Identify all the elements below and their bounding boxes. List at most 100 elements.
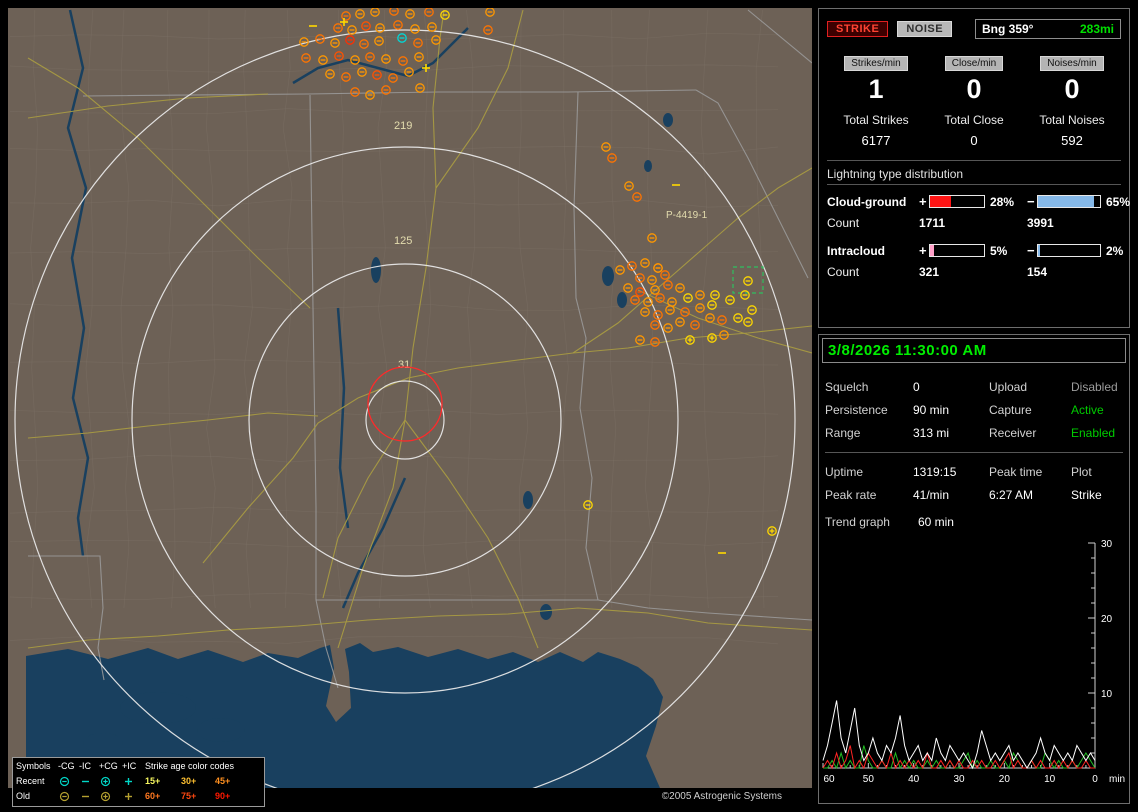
strike-symbol — [381, 54, 391, 64]
noise-toggle-button[interactable]: NOISE — [897, 21, 953, 37]
strike-symbol — [404, 67, 414, 77]
range-value: 313 mi — [913, 426, 950, 440]
strike-symbol — [660, 270, 670, 280]
total-close-label: Total Close — [944, 113, 1004, 127]
center-range-circle — [367, 366, 443, 442]
highway — [435, 9, 524, 189]
legend-col-neg-ic: -IC — [79, 761, 91, 771]
lake — [197, 718, 245, 742]
uptime-label: Uptime — [825, 465, 864, 479]
strike-symbol — [707, 333, 717, 343]
strike-symbol — [347, 25, 357, 35]
count-label: Count — [827, 216, 860, 230]
legend-col-pos-ic: +IC — [122, 761, 137, 771]
strike-symbol — [683, 293, 693, 303]
highway — [404, 419, 539, 649]
trend-window-value: 60 min — [917, 515, 954, 529]
capture-label: Capture — [989, 403, 1032, 417]
strike-symbol — [345, 35, 355, 45]
strike-symbol — [635, 273, 645, 283]
strike-symbol — [424, 8, 434, 17]
range-ring — [131, 146, 679, 694]
strike-symbol — [719, 330, 729, 340]
trend-x-label: 60 — [823, 774, 835, 785]
strike-symbol — [405, 9, 415, 19]
strike-symbol — [653, 310, 663, 320]
squelch-value: 0 — [913, 380, 920, 394]
peak-time-label: Peak time — [989, 465, 1043, 479]
recent-pos-cg-icon — [99, 774, 122, 789]
trend-x-label: 0 — [1092, 774, 1098, 785]
range-ring-label: 31 — [398, 359, 410, 371]
map-legend: Symbols -CG -IC +CG +IC Strike age color… — [12, 757, 265, 807]
strike-symbol — [410, 24, 420, 34]
cg-plus-percent: 28% — [990, 194, 1015, 209]
strike-symbol — [640, 307, 650, 317]
strike-symbol — [583, 500, 593, 510]
strike-symbol — [665, 305, 675, 315]
legend-row-old: Old — [16, 791, 31, 801]
strike-symbol — [623, 283, 633, 293]
map-canvas[interactable]: 219 125 31 P-4419-1 — [8, 8, 812, 788]
age-30: 30+ — [181, 776, 197, 786]
trend-x-label: 10 — [1044, 774, 1056, 785]
intracloud-row: Intracloud + 5% − 2% — [827, 243, 1123, 258]
range-ring-label: 219 — [394, 120, 412, 132]
strike-symbol — [315, 34, 325, 44]
strike-symbol — [707, 300, 717, 310]
lake — [371, 257, 381, 283]
recent-pos-ic-icon — [122, 774, 145, 789]
old-pos-cg-icon — [99, 789, 122, 804]
status-panel: 3/8/2026 11:30:00 AM Squelch 0 Upload Di… — [818, 334, 1130, 804]
trend-axes — [823, 543, 1096, 769]
strike-symbol — [330, 38, 340, 48]
strike-symbol — [767, 526, 777, 536]
trend-x-label: 20 — [999, 774, 1011, 785]
strike-symbol — [632, 192, 642, 202]
age-15: 15+ — [145, 776, 161, 786]
strike-symbol — [663, 323, 673, 333]
strike-symbol — [747, 305, 757, 315]
strike-symbol — [650, 285, 660, 295]
cg-minus-percent: 65% — [1106, 194, 1131, 209]
strike-symbol — [695, 290, 705, 300]
close-per-min-button[interactable]: Close/min — [944, 56, 1004, 71]
strike-symbol — [341, 72, 351, 82]
noises-per-min-button[interactable]: Noises/min — [1040, 56, 1104, 71]
receiver-value: Enabled — [1071, 426, 1116, 440]
old-neg-cg-icon — [58, 789, 79, 804]
strike-symbol — [413, 38, 423, 48]
lake — [663, 113, 673, 127]
strike-symbol — [359, 39, 369, 49]
strike-toggle-button[interactable]: STRIKE — [827, 21, 889, 37]
total-strikes-value: 6177 — [861, 133, 891, 148]
total-close-value: 0 — [970, 133, 978, 148]
strike-symbol — [318, 55, 328, 65]
trend-x-label: 30 — [953, 774, 965, 785]
legend-row-recent: Recent — [16, 776, 45, 786]
state-border — [597, 599, 812, 621]
strike-symbol — [388, 73, 398, 83]
river — [336, 307, 350, 529]
river — [341, 477, 407, 609]
distribution-title: Lightning type distribution — [827, 161, 1121, 185]
strike-symbol — [301, 53, 311, 63]
river — [66, 9, 90, 557]
strike-symbol — [733, 313, 743, 323]
strikes-per-min-button[interactable]: Strikes/min — [844, 56, 908, 71]
strike-symbol — [663, 280, 673, 290]
legend-symbols-header: Symbols — [16, 761, 51, 771]
strike-symbol — [361, 21, 371, 31]
legend-col-pos-cg: +CG — [99, 761, 118, 771]
lake — [83, 733, 123, 753]
strike-symbol — [627, 261, 637, 271]
strike-symbol — [630, 295, 640, 305]
strike-symbol — [334, 51, 344, 61]
strike-symbol — [370, 8, 380, 17]
strike-symbol — [624, 181, 634, 191]
state-border — [309, 94, 339, 689]
highway — [322, 419, 406, 599]
ic-minus-count: 154 — [1027, 265, 1048, 279]
strikes-rate-column: Strikes/min 1 Total Strikes 6177 — [827, 53, 925, 148]
age-60: 60+ — [145, 791, 161, 801]
